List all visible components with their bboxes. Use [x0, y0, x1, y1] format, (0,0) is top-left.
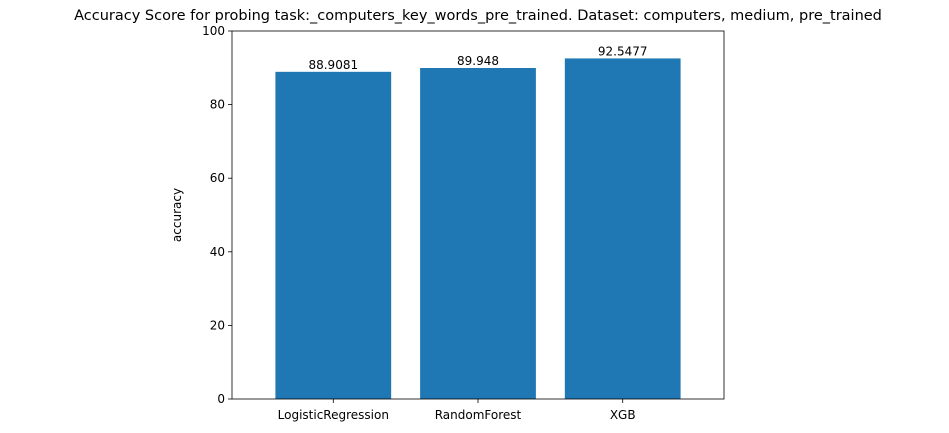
data-label-logisticregression: 88.9081: [308, 58, 358, 72]
x-tick-label-logisticregression: LogisticRegression: [278, 408, 389, 422]
x-axis-ticks: LogisticRegression RandomForest XGB: [278, 399, 636, 422]
data-labels-group: 88.9081 89.948 92.5477: [308, 44, 647, 71]
data-label-xgb: 92.5477: [598, 44, 648, 58]
chart-title: Accuracy Score for probing task:_compute…: [74, 8, 882, 24]
y-tick-label-60: 60: [210, 171, 225, 185]
bar-xgb: [564, 58, 681, 399]
bars-group: [275, 58, 681, 400]
y-axis-ticks: 0 20 40 60 80 100: [202, 24, 232, 406]
y-tick-label-100: 100: [202, 24, 225, 38]
y-tick-label-20: 20: [210, 318, 225, 332]
y-tick-label-0: 0: [217, 392, 225, 406]
y-tick-label-40: 40: [210, 245, 225, 259]
bar-randomforest: [420, 67, 536, 399]
plot-area-frame: [231, 30, 725, 400]
y-axis-label: accuracy: [170, 188, 184, 242]
data-label-randomforest: 89.948: [457, 54, 499, 68]
y-tick-label-80: 80: [210, 98, 225, 112]
x-tick-label-randomforest: RandomForest: [435, 408, 522, 422]
bar-logisticregression: [275, 71, 392, 400]
x-tick-label-xgb: XGB: [610, 408, 636, 422]
